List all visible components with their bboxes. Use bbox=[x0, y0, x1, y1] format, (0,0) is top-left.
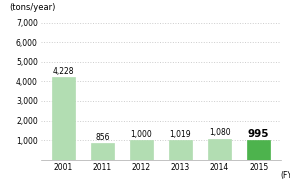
Text: 1,019: 1,019 bbox=[170, 130, 191, 139]
Bar bbox=[247, 140, 270, 160]
Text: (FY): (FY) bbox=[281, 171, 290, 180]
Text: 995: 995 bbox=[248, 129, 269, 139]
Bar bbox=[130, 140, 153, 160]
Text: 1,000: 1,000 bbox=[130, 130, 152, 139]
Text: 856: 856 bbox=[95, 133, 110, 142]
Bar bbox=[169, 140, 192, 160]
Text: 1,080: 1,080 bbox=[209, 128, 230, 137]
Bar bbox=[208, 139, 231, 160]
Text: 4,228: 4,228 bbox=[52, 67, 74, 76]
Text: (tons/year): (tons/year) bbox=[9, 3, 56, 12]
Bar bbox=[90, 143, 114, 160]
Bar bbox=[52, 77, 75, 160]
